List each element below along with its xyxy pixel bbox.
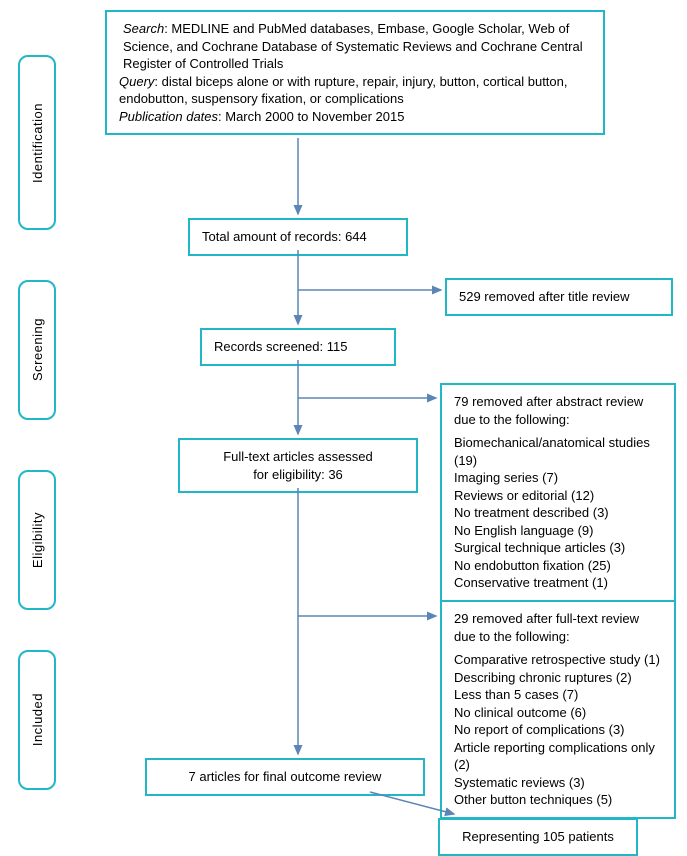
stage-eligibility: Eligibility: [18, 470, 56, 610]
box-final: 7 articles for final outcome review: [145, 758, 425, 796]
list-item: No clinical outcome (6): [454, 704, 662, 722]
box-patients: Representing 105 patients: [438, 818, 638, 856]
list-item: Surgical technique articles (3): [454, 539, 662, 557]
stage-label: Eligibility: [30, 508, 45, 572]
query-line: Query: distal biceps alone or with ruptu…: [119, 73, 591, 108]
box-removed-abstract: 79 removed after abstract review due to …: [440, 383, 676, 602]
list-item: Systematic reviews (3): [454, 774, 662, 792]
box-removed-title: 529 removed after title review: [445, 278, 673, 316]
list-item: Comparative retrospective study (1): [454, 651, 662, 669]
list-item: Other button techniques (5): [454, 791, 662, 809]
list-item: No treatment described (3): [454, 504, 662, 522]
fulltext-reasons-list: Comparative retrospective study (1)Descr…: [454, 651, 662, 809]
search-line: Search: MEDLINE and PubMed databases, Em…: [119, 20, 591, 73]
stage-label: Screening: [30, 314, 45, 385]
stage-label: Included: [30, 689, 45, 750]
stage-identification: Identification: [18, 55, 56, 230]
list-item: Imaging series (7): [454, 469, 662, 487]
box-total: Total amount of records: 644: [188, 218, 408, 256]
stage-screening: Screening: [18, 280, 56, 420]
box-search: Search: MEDLINE and PubMed databases, Em…: [105, 10, 605, 135]
box-removed-fulltext: 29 removed after full-text review due to…: [440, 600, 676, 819]
stage-included: Included: [18, 650, 56, 790]
list-item: Biomechanical/anatomical studies (19): [454, 434, 662, 469]
list-item: Conservative treatment (1): [454, 574, 662, 592]
stage-label: Identification: [30, 99, 45, 187]
list-item: Less than 5 cases (7): [454, 686, 662, 704]
list-item: Article reporting complications only (2): [454, 739, 662, 774]
list-item: No English language (9): [454, 522, 662, 540]
list-item: Reviews or editorial (12): [454, 487, 662, 505]
list-item: No endobutton fixation (25): [454, 557, 662, 575]
box-screened: Records screened: 115: [200, 328, 396, 366]
pub-line: Publication dates: March 2000 to Novembe…: [119, 108, 591, 126]
list-item: Describing chronic ruptures (2): [454, 669, 662, 687]
box-fulltext: Full-text articles assessed for eligibil…: [178, 438, 418, 493]
abstract-reasons-list: Biomechanical/anatomical studies (19)Ima…: [454, 434, 662, 592]
list-item: No report of complications (3): [454, 721, 662, 739]
